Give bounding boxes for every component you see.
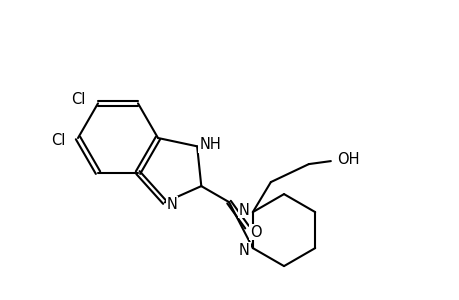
Text: N: N (238, 243, 249, 258)
Text: NH: NH (199, 137, 220, 152)
Text: O: O (250, 225, 261, 240)
Text: Cl: Cl (72, 92, 86, 107)
Text: N: N (238, 202, 249, 217)
Text: N: N (167, 197, 177, 212)
Text: OH: OH (336, 152, 358, 166)
Text: Cl: Cl (51, 133, 66, 148)
